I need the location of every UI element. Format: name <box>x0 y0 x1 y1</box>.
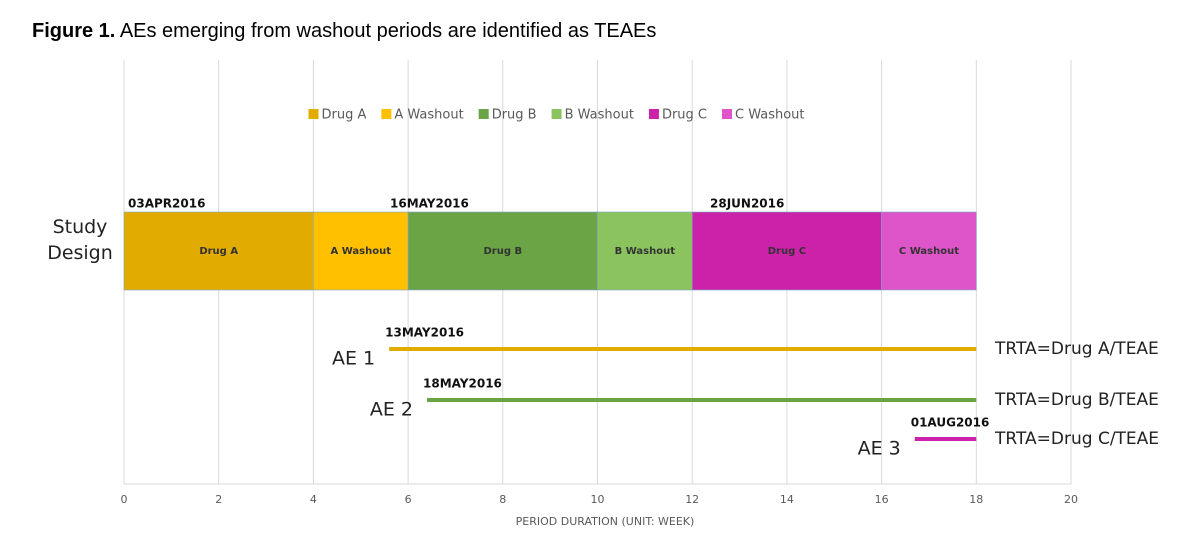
legend-swatch <box>381 109 392 119</box>
ae-date: 18MAY2016 <box>423 377 502 391</box>
legend-label: C Washout <box>735 108 805 123</box>
date-label: 28JUN2016 <box>710 197 784 211</box>
segment-label: A Washout <box>331 246 392 257</box>
x-tick-label: 14 <box>780 493 794 506</box>
date-label: 16MAY2016 <box>390 197 469 211</box>
ae-date: 13MAY2016 <box>385 326 464 340</box>
segment-label: Drug B <box>483 246 522 257</box>
x-tick-label: 4 <box>310 493 317 506</box>
segment-label: B Washout <box>615 246 676 257</box>
legend-swatch <box>551 109 562 119</box>
x-tick-label: 6 <box>405 493 412 506</box>
segment-label: Drug C <box>768 246 806 257</box>
x-tick-label: 16 <box>875 493 889 506</box>
segment-label: Drug A <box>199 246 238 257</box>
legend-label: Drug A <box>321 108 366 123</box>
segment <box>881 211 977 291</box>
ae-outcome: TRTA=Drug C/TEAE <box>994 429 1159 449</box>
title-prefix: Figure 1. <box>32 20 115 42</box>
ae-name: AE 1 <box>332 348 375 370</box>
x-tick-label: 0 <box>121 493 128 506</box>
legend-swatch <box>722 109 732 119</box>
x-tick-label: 8 <box>499 493 506 506</box>
segment-label: C Washout <box>899 246 959 257</box>
date-label: 03APR2016 <box>128 197 205 211</box>
x-tick-label: 10 <box>591 493 605 506</box>
legend-swatch <box>308 109 319 119</box>
ae-outcome: TRTA=Drug B/TEAE <box>994 390 1159 410</box>
ae-name: AE 2 <box>370 399 413 421</box>
legend-label: B Washout <box>565 108 634 123</box>
legend-swatch <box>478 109 489 119</box>
ae-outcome: TRTA=Drug A/TEAE <box>994 339 1159 359</box>
segment <box>407 211 598 291</box>
segment <box>123 211 314 291</box>
x-axis-label: PERIOD DURATION (UNIT: WEEK) <box>516 515 695 528</box>
x-tick-label: 20 <box>1064 493 1078 506</box>
segment <box>313 211 409 291</box>
ae-date: 01AUG2016 <box>911 416 990 430</box>
segment <box>597 211 693 291</box>
segment <box>691 211 882 291</box>
x-tick-label: 2 <box>215 493 222 506</box>
chart-title: Figure 1. AEs emerging from washout peri… <box>32 20 656 42</box>
x-tick-label: 18 <box>969 493 983 506</box>
legend-label: A Washout <box>394 108 463 123</box>
legend-label: Drug C <box>662 108 707 123</box>
legend-label: Drug B <box>492 108 537 123</box>
x-tick-label: 12 <box>685 493 699 506</box>
ae-name: AE 3 <box>858 438 901 460</box>
title-text: AEs emerging from washout periods are id… <box>120 20 657 42</box>
design-label: Study Design <box>47 216 113 264</box>
legend-swatch <box>648 109 659 119</box>
